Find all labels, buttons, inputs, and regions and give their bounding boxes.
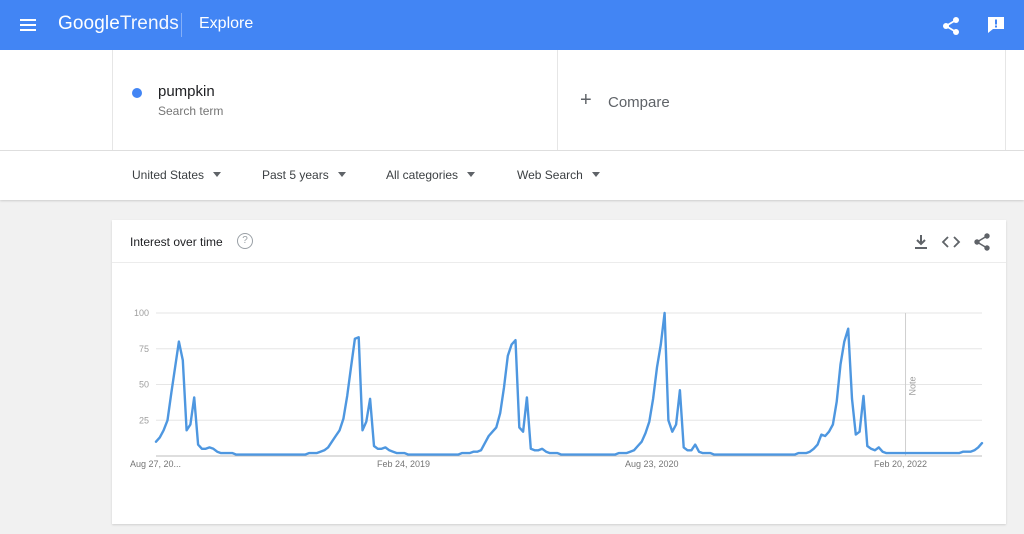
filter-region[interactable]: United States [132,168,222,182]
search-term-panel: pumpkin Search term + Compare [0,50,1024,151]
menu-icon[interactable] [14,13,42,37]
compare-card[interactable]: + Compare [558,50,1006,150]
interest-chart: 25 50 75 100 Note Aug 27, 20... Feb 24, 2019 Au… [130,308,984,469]
share-icon[interactable] [940,15,962,37]
app-header: GoogleTrends Explore [0,0,1024,50]
search-term-card[interactable]: pumpkin Search term [112,50,558,150]
page-title: Explore [199,15,254,32]
y-tick-label: 25 [139,415,149,425]
header-divider [181,13,182,37]
x-tick-label: Feb 20, 2022 [874,459,927,469]
filter-search-type[interactable]: Web Search [517,168,600,182]
filter-region-label: United States [132,168,205,182]
embed-icon[interactable] [941,232,961,252]
google-trends-logo[interactable]: GoogleTrends [58,13,179,39]
card-title: Interest over time [130,235,223,249]
filter-category-label: All categories [386,168,459,182]
caret-down-icon [337,172,346,177]
logo-google-text: Google [58,13,120,34]
caret-down-icon [213,172,222,177]
interest-over-time-card: Interest over time ? 25 50 75 100 Note Aug 27… [112,220,1006,524]
filter-time-range[interactable]: Past 5 years [262,168,346,182]
card-header: Interest over time ? [112,220,1006,263]
series-color-dot [132,88,142,98]
search-term-type: Search term [158,104,224,118]
y-tick-label: 50 [139,380,149,390]
feedback-icon[interactable] [984,14,1008,36]
share-icon[interactable] [972,232,992,252]
search-term-name[interactable]: pumpkin [158,83,215,100]
plus-icon: + [580,89,592,111]
series-line-pumpkin [154,311,984,456]
x-tick-label: Aug 23, 2020 [625,459,679,469]
filter-search-type-label: Web Search [517,168,583,182]
filter-category[interactable]: All categories [386,168,476,182]
compare-label[interactable]: Compare [608,94,670,111]
filter-bar: United States Past 5 years All categorie… [0,151,1024,200]
x-tick-label: Aug 27, 20... [130,459,181,469]
y-tick-label: 100 [134,308,149,318]
logo-trends-text: Trends [119,13,179,34]
x-tick-label: Feb 24, 2019 [377,459,430,469]
download-icon[interactable] [911,232,931,252]
note-label: Note [908,376,918,395]
help-icon[interactable]: ? [237,233,253,249]
filter-time-range-label: Past 5 years [262,168,329,182]
caret-down-icon [591,172,600,177]
y-tick-label: 75 [139,344,149,354]
caret-down-icon [467,172,476,177]
